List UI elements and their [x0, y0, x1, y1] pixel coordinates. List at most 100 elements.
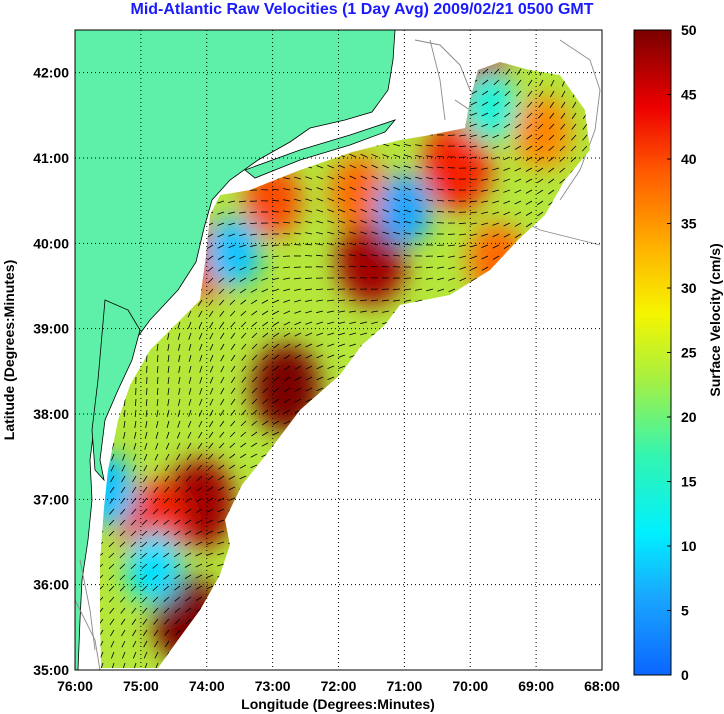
- velocity-arrow: [516, 90, 522, 97]
- x-axis-label: Longitude (Degrees:Minutes): [241, 696, 435, 712]
- velocity-arrow: [283, 210, 291, 213]
- velocity-arrow: [272, 409, 280, 415]
- velocity-arrow: [230, 409, 236, 416]
- velocity-arrow: [503, 178, 511, 182]
- velocity-arrow: [382, 154, 390, 158]
- velocity-arrow: [100, 585, 104, 592]
- velocity-arrow: [525, 200, 533, 205]
- velocity-arrow: [315, 288, 324, 291]
- velocity-arrow: [163, 607, 170, 614]
- velocity-arrow: [130, 541, 137, 548]
- velocity-arrow: [469, 178, 478, 181]
- y-tick-label: 37:00: [33, 491, 69, 507]
- velocity-arrow: [470, 222, 478, 225]
- velocity-arrow: [251, 409, 258, 416]
- velocity-arrow: [119, 585, 126, 592]
- velocity-arrow: [121, 475, 126, 483]
- velocity-arrow: [503, 156, 511, 161]
- velocity-arrow: [561, 90, 566, 98]
- velocity-arrow: [481, 145, 489, 149]
- velocity-arrow: [167, 354, 170, 362]
- x-tick-label: 71:00: [386, 678, 422, 694]
- velocity-arrow: [392, 288, 401, 291]
- velocity-arrow: [305, 310, 313, 314]
- velocity-arrow: [536, 189, 544, 195]
- velocity-arrow: [360, 231, 368, 235]
- velocity-arrow: [327, 376, 335, 381]
- velocity-arrow: [109, 607, 115, 614]
- velocity-arrow: [294, 354, 302, 359]
- velocity-arrow: [560, 112, 566, 119]
- velocity-arrow: [371, 310, 379, 313]
- velocity-arrow: [239, 464, 247, 469]
- velocity-arrow: [560, 101, 566, 109]
- velocity-arrow: [448, 277, 456, 281]
- velocity-arrow: [228, 211, 236, 215]
- velocity-arrow: [326, 266, 335, 268]
- velocity-arrow: [582, 123, 588, 130]
- velocity-arrow: [165, 453, 170, 461]
- velocity-arrow: [209, 420, 214, 428]
- velocity-arrow: [208, 442, 214, 449]
- velocity-arrow: [316, 220, 324, 224]
- velocity-arrow: [360, 220, 368, 224]
- velocity-arrow: [133, 453, 137, 461]
- velocity-arrow: [338, 332, 346, 336]
- velocity-arrow: [156, 398, 159, 406]
- velocity-arrow: [120, 497, 126, 504]
- velocity-arrow: [184, 552, 192, 557]
- velocity-arrow: [251, 431, 258, 437]
- velocity-arrow: [167, 343, 170, 351]
- velocity-arrow: [262, 321, 269, 327]
- velocity-arrow: [261, 288, 269, 293]
- velocity-arrow: [316, 376, 324, 381]
- velocity-arrow: [426, 210, 434, 213]
- velocity-arrow: [123, 409, 126, 418]
- velocity-arrow: [338, 321, 346, 325]
- velocity-arrow: [294, 376, 302, 381]
- velocity-arrow: [141, 552, 148, 558]
- velocity-arrow: [382, 164, 390, 169]
- velocity-arrow: [100, 629, 104, 637]
- velocity-arrow: [316, 387, 324, 392]
- velocity-arrow: [458, 145, 467, 148]
- velocity-arrow: [582, 134, 588, 141]
- velocity-arrow: [481, 123, 489, 127]
- velocity-arrow: [316, 354, 324, 359]
- velocity-arrow: [142, 607, 148, 614]
- velocity-arrow: [261, 255, 269, 258]
- velocity-arrow: [481, 101, 489, 106]
- velocity-arrow: [338, 175, 346, 180]
- velocity-arrow: [426, 199, 434, 202]
- velocity-arrow: [196, 486, 203, 492]
- velocity-arrow: [163, 519, 170, 525]
- velocity-arrow: [371, 321, 379, 325]
- velocity-arrow: [481, 211, 489, 214]
- velocity-arrow: [178, 365, 181, 373]
- velocity-arrow: [349, 175, 357, 180]
- velocity-arrow: [250, 442, 258, 448]
- velocity-arrow: [156, 343, 159, 351]
- velocity-arrow: [515, 101, 522, 108]
- velocity-arrow: [294, 198, 302, 202]
- velocity-arrow: [327, 365, 335, 370]
- velocity-arrow: [436, 155, 445, 158]
- velocity-arrow: [218, 277, 225, 283]
- velocity-arrow: [163, 596, 170, 602]
- velocity-arrow: [514, 211, 522, 216]
- velocity-arrow: [131, 618, 137, 625]
- velocity-arrow: [514, 134, 522, 140]
- velocity-arrow: [250, 453, 258, 458]
- velocity-arrow: [525, 178, 533, 183]
- velocity-arrow: [218, 288, 225, 295]
- velocity-arrow: [217, 222, 225, 226]
- colorbar-tick-label: 40: [681, 151, 697, 167]
- velocity-arrow: [436, 210, 445, 213]
- velocity-arrow: [184, 585, 192, 591]
- velocity-arrow: [206, 574, 214, 579]
- velocity-arrow: [198, 409, 203, 417]
- velocity-arrow: [559, 145, 566, 152]
- velocity-arrow: [327, 220, 335, 224]
- velocity-arrow: [176, 453, 181, 461]
- velocity-arrow: [572, 101, 577, 109]
